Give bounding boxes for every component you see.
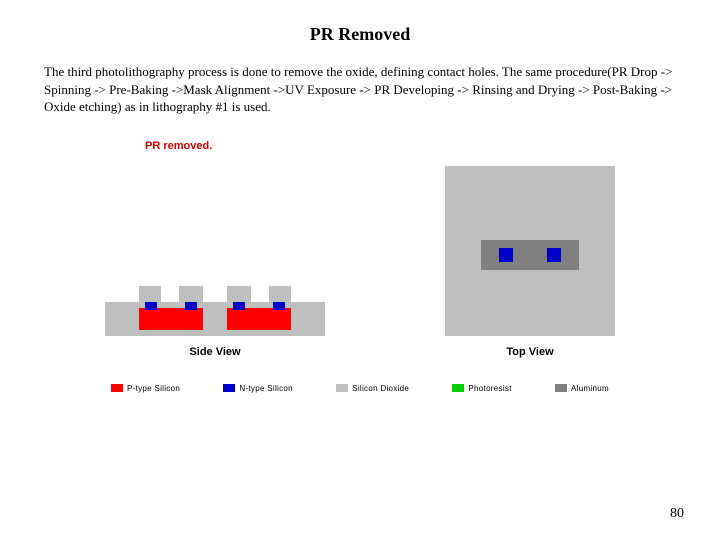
side-view-diagram: [105, 216, 325, 336]
legend-item: P-type Silicon: [111, 384, 180, 393]
legend-label: P-type Silicon: [127, 384, 180, 393]
legend-swatch: [111, 384, 123, 392]
top-view-label: Top View: [506, 346, 553, 358]
legend-label: Aluminum: [571, 384, 609, 393]
legend-item: N-type Silicon: [223, 384, 293, 393]
legend-swatch: [223, 384, 235, 392]
legend-item: Aluminum: [555, 384, 609, 393]
figure: PR removed. Side View Top View P-type Si…: [105, 140, 615, 393]
legend: P-type Silicon N-type Silicon Silicon Diox…: [105, 384, 615, 393]
side-view-panel: Side View: [105, 216, 325, 358]
legend-swatch: [336, 384, 348, 392]
legend-item: Silicon Dioxide: [336, 384, 409, 393]
legend-label: Silicon Dioxide: [352, 384, 409, 393]
page-title: PR Removed: [44, 24, 676, 45]
figure-title: PR removed.: [105, 140, 615, 152]
legend-swatch: [452, 384, 464, 392]
side-view-label: Side View: [189, 346, 240, 358]
legend-label: Photoresist: [468, 384, 511, 393]
page-number: 80: [670, 506, 684, 522]
legend-label: N-type Silicon: [239, 384, 293, 393]
legend-swatch: [555, 384, 567, 392]
legend-item: Photoresist: [452, 384, 511, 393]
top-view-diagram: [445, 166, 615, 336]
body-paragraph: The third photolithography process is do…: [44, 63, 676, 116]
top-view-panel: Top View: [445, 166, 615, 358]
